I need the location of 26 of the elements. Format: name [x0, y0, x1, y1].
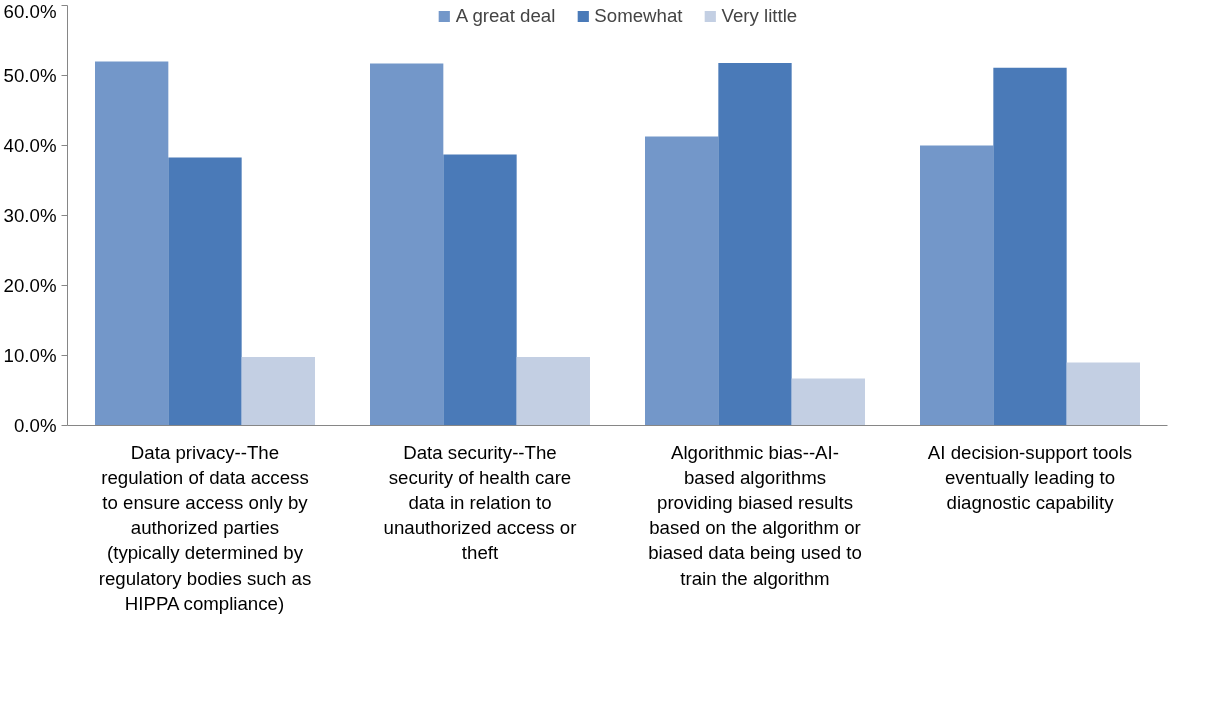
y-tick-label: 0.0% — [13, 415, 57, 436]
x-tick-label: AI decision-support tools eventually leading to diagnostic capability — [927, 441, 1133, 513]
y-tick-label: 40.0% — [3, 135, 57, 156]
y-tick-label: 30.0% — [3, 205, 57, 226]
bar — [443, 154, 517, 426]
bar — [645, 136, 719, 426]
legend-label: Very little — [721, 5, 798, 27]
x-tick-label: Data privacy--The regulation of data access to ensure access only by authorized parties (typically determined by regulatory bodies such as HIPPA compliance) — [98, 441, 312, 614]
legend-label: Somewhat — [594, 5, 683, 27]
legend-label: A great deal — [455, 5, 556, 27]
bar — [1066, 362, 1140, 426]
bar — [95, 61, 169, 426]
y-tick-label: 10.0% — [3, 345, 57, 366]
bar — [993, 67, 1067, 426]
y-tick-label: 20.0% — [3, 275, 57, 296]
bar — [168, 157, 242, 426]
bar — [791, 378, 865, 426]
y-tick-label: 50.0% — [3, 65, 57, 86]
bar — [920, 145, 994, 426]
bar — [718, 62, 792, 426]
y-tick-label: 60.0% — [3, 0, 57, 22]
x-tick-label: Data security--The security of health care data in relation to unauthorized access or theft — [383, 441, 577, 564]
bar — [370, 63, 444, 426]
bar — [241, 356, 315, 426]
x-tick-label: Algorithmic bias--AI-based algorithms providing biased results based on the algorithm or biased data being used to train the algorithm — [648, 441, 862, 589]
bar — [516, 356, 590, 426]
